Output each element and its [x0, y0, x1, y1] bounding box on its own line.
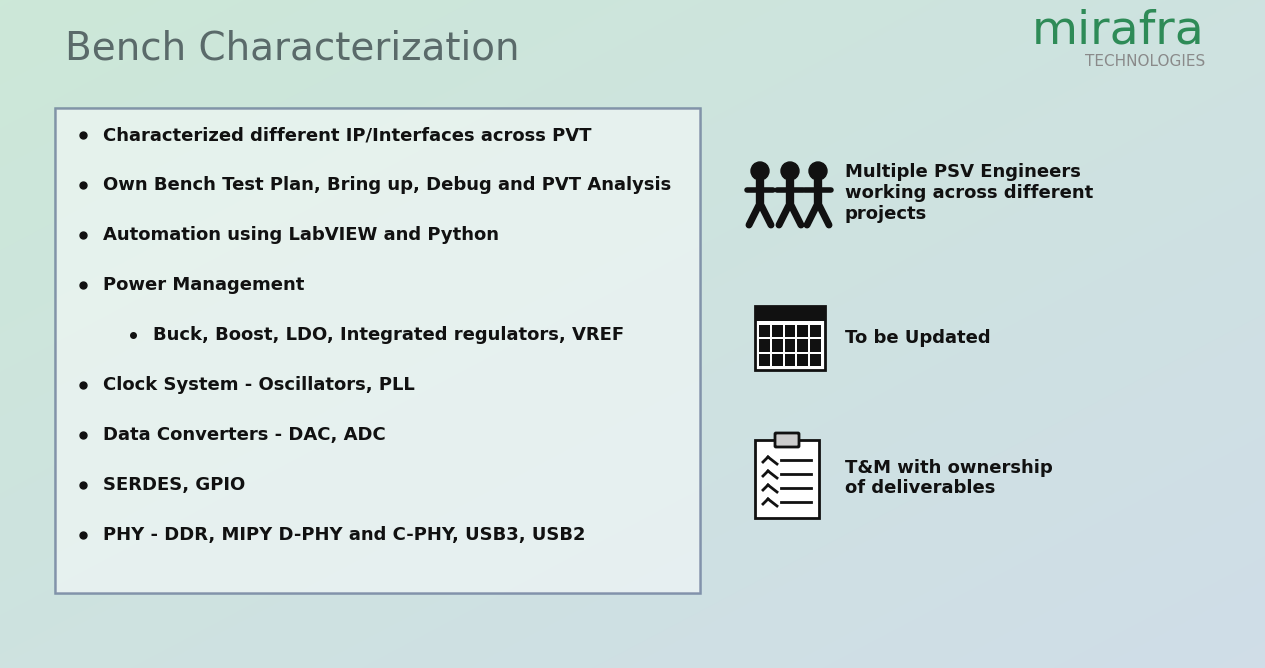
- Circle shape: [810, 162, 827, 180]
- FancyBboxPatch shape: [810, 353, 821, 366]
- FancyBboxPatch shape: [775, 433, 799, 447]
- Text: To be Updated: To be Updated: [845, 329, 990, 347]
- Text: Automation using LabVIEW and Python: Automation using LabVIEW and Python: [102, 226, 498, 244]
- FancyBboxPatch shape: [759, 339, 770, 351]
- FancyBboxPatch shape: [755, 306, 825, 321]
- Text: Multiple PSV Engineers
working across different
projects: Multiple PSV Engineers working across di…: [845, 163, 1093, 223]
- FancyBboxPatch shape: [797, 353, 808, 366]
- FancyBboxPatch shape: [797, 339, 808, 351]
- Text: Data Converters - DAC, ADC: Data Converters - DAC, ADC: [102, 426, 386, 444]
- FancyBboxPatch shape: [772, 339, 783, 351]
- FancyBboxPatch shape: [810, 325, 821, 337]
- FancyBboxPatch shape: [784, 325, 796, 337]
- FancyBboxPatch shape: [772, 325, 783, 337]
- FancyBboxPatch shape: [755, 306, 825, 370]
- Text: Own Bench Test Plan, Bring up, Debug and PVT Analysis: Own Bench Test Plan, Bring up, Debug and…: [102, 176, 672, 194]
- Text: TECHNOLOGIES: TECHNOLOGIES: [1085, 53, 1206, 69]
- Text: PHY - DDR, MIPY D-PHY and C-PHY, USB3, USB2: PHY - DDR, MIPY D-PHY and C-PHY, USB3, U…: [102, 526, 586, 544]
- Text: Clock System - Oscillators, PLL: Clock System - Oscillators, PLL: [102, 376, 415, 394]
- Text: Power Management: Power Management: [102, 276, 305, 294]
- FancyBboxPatch shape: [759, 353, 770, 366]
- Text: mirafra: mirafra: [1032, 9, 1206, 53]
- Circle shape: [781, 162, 799, 180]
- Text: Buck, Boost, LDO, Integrated regulators, VREF: Buck, Boost, LDO, Integrated regulators,…: [153, 326, 624, 344]
- Text: Bench Characterization: Bench Characterization: [65, 29, 520, 67]
- FancyBboxPatch shape: [755, 440, 818, 518]
- FancyBboxPatch shape: [810, 339, 821, 351]
- Text: Characterized different IP/Interfaces across PVT: Characterized different IP/Interfaces ac…: [102, 126, 592, 144]
- FancyBboxPatch shape: [797, 325, 808, 337]
- Text: SERDES, GPIO: SERDES, GPIO: [102, 476, 245, 494]
- FancyBboxPatch shape: [784, 353, 796, 366]
- Text: T&M with ownership
of deliverables: T&M with ownership of deliverables: [845, 459, 1052, 498]
- FancyBboxPatch shape: [759, 325, 770, 337]
- Circle shape: [751, 162, 769, 180]
- FancyBboxPatch shape: [784, 339, 796, 351]
- FancyBboxPatch shape: [54, 108, 700, 593]
- FancyBboxPatch shape: [772, 353, 783, 366]
